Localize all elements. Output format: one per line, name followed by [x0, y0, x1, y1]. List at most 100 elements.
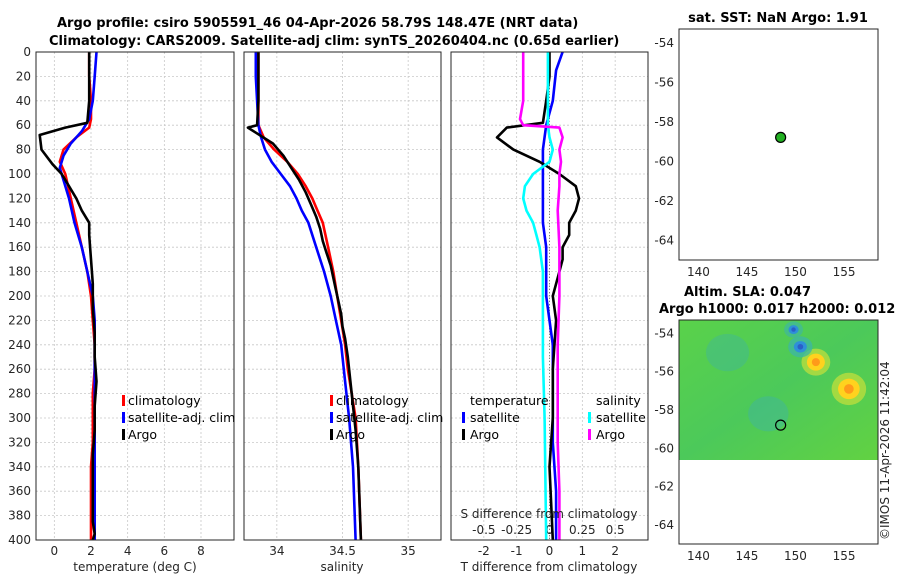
- depth-tick-label: 20: [16, 69, 31, 83]
- x-tick-label: 0: [546, 544, 554, 558]
- legend-t-satellite: satellite: [470, 410, 520, 425]
- temperature-panel: 0204060801001201401601802002202402602803…: [8, 45, 235, 574]
- depth-tick-label: 180: [8, 265, 31, 279]
- temperature-xlabel: temperature (deg C): [73, 560, 196, 574]
- legend-t-argo: Argo: [470, 427, 499, 442]
- s-diff-tick-label: 0.5: [606, 523, 625, 537]
- temperature-legend-satellite: satellite-adj. clim: [128, 410, 235, 425]
- difference-panel: -2 -1 0 1 2 -0.5 -0.25 0 0.25 0.5 T difference f…: [450, 51, 649, 574]
- depth-tick-label: 240: [8, 338, 31, 352]
- salinity-lines: [246, 52, 363, 540]
- x-tick-label: 1: [579, 544, 587, 558]
- series-line-argo: [246, 52, 363, 540]
- depth-tick-label: 280: [8, 387, 31, 401]
- sst-map-title: sat. SST: NaN Argo: 1.91: [688, 11, 868, 26]
- legend-salinity-header: salinity: [596, 393, 641, 408]
- lat-tick-label: -56: [654, 365, 674, 379]
- lat-tick-label: -54: [654, 36, 674, 50]
- lon-tick-label: 150: [784, 549, 807, 563]
- depth-tick-label: 260: [8, 362, 31, 376]
- lat-tick-label: -58: [654, 115, 674, 129]
- lat-tick-label: -56: [654, 75, 674, 89]
- sla-low-halo: [748, 396, 789, 432]
- temperature-legend-argo: Argo: [128, 427, 157, 442]
- legend-temperature-header: temperature: [470, 393, 549, 408]
- depth-tick-label: 400: [8, 533, 31, 547]
- sla-map-title-line1: Altim. SLA: 0.047: [684, 285, 811, 300]
- depth-tick-label: 100: [8, 167, 31, 181]
- x-tick-label: 2: [87, 544, 95, 558]
- series-line-argo-salinity-: [518, 52, 564, 540]
- salinity-xlabel: salinity: [320, 560, 363, 574]
- temperature-legend: climatology satellite-adj. clim Argo: [122, 393, 235, 442]
- lon-tick-label: 150: [784, 265, 807, 279]
- difference-legend: temperature satellite Argo salinity sate…: [462, 393, 646, 442]
- sst-map-points: [775, 131, 787, 143]
- lat-tick-label: -62: [654, 194, 674, 208]
- lat-tick-label: -62: [654, 480, 674, 494]
- temperature-legend-climatology: climatology: [128, 393, 201, 408]
- salinity-x-ticks: 34 34.5 35: [269, 544, 416, 558]
- series-line-argo: [38, 52, 98, 540]
- argo-float-marker: [775, 419, 787, 431]
- x-tick-label: 2: [611, 544, 619, 558]
- sla-heatmap: [679, 320, 878, 460]
- legend-s-satellite: satellite: [596, 410, 646, 425]
- difference-x-ticks: -2 -1 0 1 2: [478, 544, 619, 558]
- salinity-legend-satellite: satellite-adj. clim: [336, 410, 443, 425]
- s-diff-tick-label: -0.5: [472, 523, 495, 537]
- sla-low-halo: [705, 333, 750, 372]
- sla-map-panel: Altim. SLA: 0.047 Argo h1000: 0.017 h200…: [654, 285, 895, 563]
- sla-map-title-line2: Argo h1000: 0.017 h2000: 0.012: [659, 302, 895, 317]
- imos-watermark: ©IMOS 11-Apr-2026 11:42:04: [878, 361, 892, 540]
- lat-tick-label: -64: [654, 518, 674, 532]
- temperature-lines: [38, 52, 98, 540]
- depth-tick-label: 80: [16, 143, 31, 157]
- x-tick-label: 34: [269, 544, 284, 558]
- temperature-y-ticks: 0 20 40 60 80 100 120 140 160 180 200 220 240 260 280 3…: [8, 45, 31, 547]
- difference-top-ticks: -0.5 -0.25 0 0.25 0.5: [472, 523, 625, 537]
- depth-tick-label: 60: [16, 118, 31, 132]
- sst-map-panel: sat. SST: NaN Argo: 1.91 -54 -56 -58 -60 -62…: [654, 11, 879, 279]
- figure-title-line1: Argo profile: csiro 5905591_46 04-Apr-20…: [57, 16, 578, 31]
- depth-tick-label: 0: [23, 45, 31, 59]
- x-tick-label: -1: [511, 544, 523, 558]
- salinity-panel: 34 34.5 35 salinity climatology satellite-…: [243, 51, 443, 574]
- s-diff-tick-label: 0.25: [569, 523, 596, 537]
- depth-tick-label: 320: [8, 435, 31, 449]
- x-tick-label: -2: [478, 544, 490, 558]
- depth-tick-label: 200: [8, 289, 31, 303]
- legend-s-argo: Argo: [596, 427, 625, 442]
- depth-tick-label: 360: [8, 484, 31, 498]
- series-line-satellite-adj-clim: [254, 52, 357, 540]
- depth-tick-label: 40: [16, 94, 31, 108]
- difference-xlabel: T difference from climatology: [460, 560, 638, 574]
- x-tick-label: 35: [401, 544, 416, 558]
- salinity-legend: climatology satellite-adj. clim Argo: [330, 393, 443, 442]
- lat-tick-label: -60: [654, 441, 674, 455]
- lat-tick-label: -54: [654, 326, 674, 340]
- figure-title-line2: Climatology: CARS2009. Satellite-adj cli…: [49, 34, 619, 49]
- lon-tick-label: 145: [735, 549, 758, 563]
- depth-tick-label: 160: [8, 240, 31, 254]
- difference-lines: [495, 52, 581, 540]
- sst-map-ticks: -54 -56 -58 -60 -62 -64 140 145 150 155: [654, 36, 855, 279]
- s-diff-tick-label: 0: [546, 523, 554, 537]
- lat-tick-label: -60: [654, 154, 674, 168]
- depth-tick-label: 300: [8, 411, 31, 425]
- lon-tick-label: 140: [687, 265, 710, 279]
- series-line-argo-temperature-: [495, 52, 581, 540]
- depth-tick-label: 140: [8, 216, 31, 230]
- sla-low-peak: [797, 343, 804, 350]
- lon-tick-label: 155: [833, 549, 856, 563]
- salinity-legend-argo: Argo: [336, 427, 365, 442]
- x-tick-label: 6: [161, 544, 169, 558]
- depth-tick-label: 220: [8, 313, 31, 327]
- x-tick-label: 34.5: [329, 544, 356, 558]
- lon-tick-label: 155: [833, 265, 856, 279]
- temperature-x-ticks: 0 2 4 6 8: [51, 544, 205, 558]
- depth-tick-label: 340: [8, 460, 31, 474]
- salinity-gridlines: [244, 51, 441, 541]
- x-tick-label: 0: [51, 544, 59, 558]
